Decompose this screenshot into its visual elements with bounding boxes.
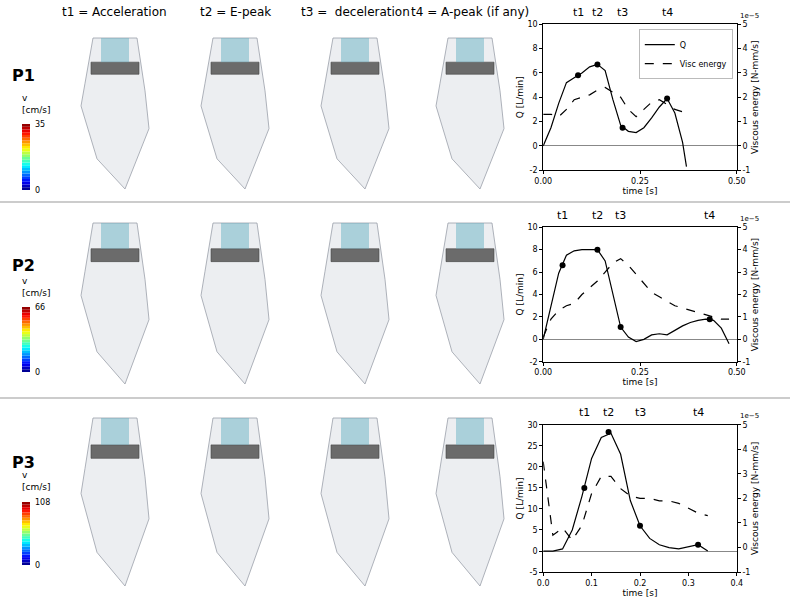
svg-text:0.50: 0.50 <box>728 177 746 186</box>
svg-text:-1: -1 <box>742 358 750 367</box>
svg-text:1e−5: 1e−5 <box>740 12 759 20</box>
svg-text:Viscous energy [N-mm/s]: Viscous energy [N-mm/s] <box>750 41 760 154</box>
svg-text:35: 35 <box>35 120 45 129</box>
svg-text:t2 = E-peak: t2 = E-peak <box>200 5 271 19</box>
svg-text:Visc energy: Visc energy <box>680 60 727 69</box>
svg-text:0: 0 <box>35 368 40 377</box>
svg-text:-5: -5 <box>530 568 538 577</box>
svg-text:0: 0 <box>533 547 538 556</box>
svg-text:v[cm/s]: v[cm/s] <box>22 470 50 492</box>
svg-text:3: 3 <box>742 268 747 277</box>
svg-text:0.00: 0.00 <box>534 368 552 377</box>
svg-text:t1 = Acceleration: t1 = Acceleration <box>62 5 167 19</box>
svg-text:2: 2 <box>533 117 538 126</box>
svg-text:t3: t3 <box>617 6 628 19</box>
svg-text:5: 5 <box>742 421 747 430</box>
svg-text:1e−5: 1e−5 <box>740 412 759 420</box>
svg-text:0: 0 <box>35 186 40 195</box>
svg-text:3: 3 <box>742 69 747 78</box>
svg-text:time [s]: time [s] <box>623 186 658 196</box>
svg-text:0: 0 <box>742 335 747 344</box>
svg-text:15: 15 <box>527 484 537 493</box>
svg-text:30: 30 <box>527 421 537 430</box>
svg-text:8: 8 <box>533 44 538 53</box>
svg-text:-2: -2 <box>530 166 538 175</box>
svg-text:0.25: 0.25 <box>631 177 649 186</box>
svg-text:P1: P1 <box>12 66 35 85</box>
svg-text:Q [L/min]: Q [L/min] <box>515 477 525 519</box>
svg-text:Viscous energy [N-mm/s]: Viscous energy [N-mm/s] <box>750 442 760 555</box>
svg-text:5: 5 <box>533 526 538 535</box>
svg-text:4: 4 <box>533 93 538 102</box>
svg-text:3: 3 <box>742 470 747 479</box>
svg-text:2: 2 <box>742 494 747 503</box>
svg-text:4: 4 <box>742 445 747 454</box>
svg-text:0: 0 <box>742 142 747 151</box>
svg-text:2: 2 <box>742 93 747 102</box>
svg-text:8: 8 <box>533 245 538 254</box>
svg-text:2: 2 <box>742 290 747 299</box>
svg-text:t1: t1 <box>557 209 568 222</box>
svg-text:t3: t3 <box>615 209 626 222</box>
svg-text:10: 10 <box>527 20 537 29</box>
svg-text:2: 2 <box>533 313 538 322</box>
svg-text:0.0: 0.0 <box>537 579 550 588</box>
svg-text:4: 4 <box>742 44 747 53</box>
svg-text:0.4: 0.4 <box>730 579 743 588</box>
svg-text:v[cm/s]: v[cm/s] <box>22 276 50 298</box>
svg-text:Q [L/min]: Q [L/min] <box>515 76 525 118</box>
svg-text:5: 5 <box>742 223 747 232</box>
svg-text:0.3: 0.3 <box>682 579 695 588</box>
svg-text:6: 6 <box>533 268 538 277</box>
svg-text:0: 0 <box>742 543 747 552</box>
svg-text:Q: Q <box>680 41 686 50</box>
svg-text:t1: t1 <box>579 406 590 419</box>
svg-text:66: 66 <box>35 303 45 312</box>
svg-text:4: 4 <box>742 245 747 254</box>
svg-text:0: 0 <box>533 335 538 344</box>
svg-text:0: 0 <box>35 561 40 570</box>
svg-text:t1: t1 <box>573 6 584 19</box>
svg-text:P3: P3 <box>12 453 35 472</box>
svg-text:25: 25 <box>527 442 537 451</box>
svg-text:5: 5 <box>742 20 747 29</box>
svg-text:20: 20 <box>527 463 537 472</box>
svg-text:0.50: 0.50 <box>728 368 746 377</box>
svg-text:6: 6 <box>533 69 538 78</box>
svg-text:P2: P2 <box>12 256 35 275</box>
svg-text:0.2: 0.2 <box>634 579 647 588</box>
svg-text:Q [L/min]: Q [L/min] <box>515 274 525 316</box>
svg-text:t4: t4 <box>662 6 673 19</box>
svg-text:10: 10 <box>527 223 537 232</box>
svg-text:1: 1 <box>742 313 747 322</box>
svg-text:t3 = deceleration: t3 = deceleration <box>301 5 410 19</box>
svg-text:v[cm/s]: v[cm/s] <box>22 93 50 115</box>
svg-text:1e−5: 1e−5 <box>740 215 759 223</box>
svg-text:4: 4 <box>533 290 538 299</box>
svg-text:t3: t3 <box>635 406 646 419</box>
svg-text:-1: -1 <box>742 166 750 175</box>
svg-text:Viscous energy [N-mm/s]: Viscous energy [N-mm/s] <box>750 238 760 351</box>
svg-text:-1: -1 <box>742 568 750 577</box>
svg-text:0.1: 0.1 <box>585 579 598 588</box>
svg-text:t2: t2 <box>592 209 603 222</box>
svg-text:10: 10 <box>527 505 537 514</box>
svg-text:0.25: 0.25 <box>631 368 649 377</box>
svg-text:108: 108 <box>35 498 50 507</box>
svg-text:0: 0 <box>533 142 538 151</box>
svg-text:t2: t2 <box>603 406 614 419</box>
svg-text:-2: -2 <box>530 358 538 367</box>
svg-text:1: 1 <box>742 117 747 126</box>
svg-text:1: 1 <box>742 519 747 528</box>
svg-text:t4: t4 <box>693 406 704 419</box>
svg-text:time [s]: time [s] <box>623 588 658 598</box>
svg-text:t2: t2 <box>592 6 603 19</box>
svg-text:t4: t4 <box>704 209 715 222</box>
svg-text:0.00: 0.00 <box>534 177 552 186</box>
svg-text:t4 = A-peak (if any): t4 = A-peak (if any) <box>411 5 529 19</box>
svg-text:time [s]: time [s] <box>623 377 658 387</box>
